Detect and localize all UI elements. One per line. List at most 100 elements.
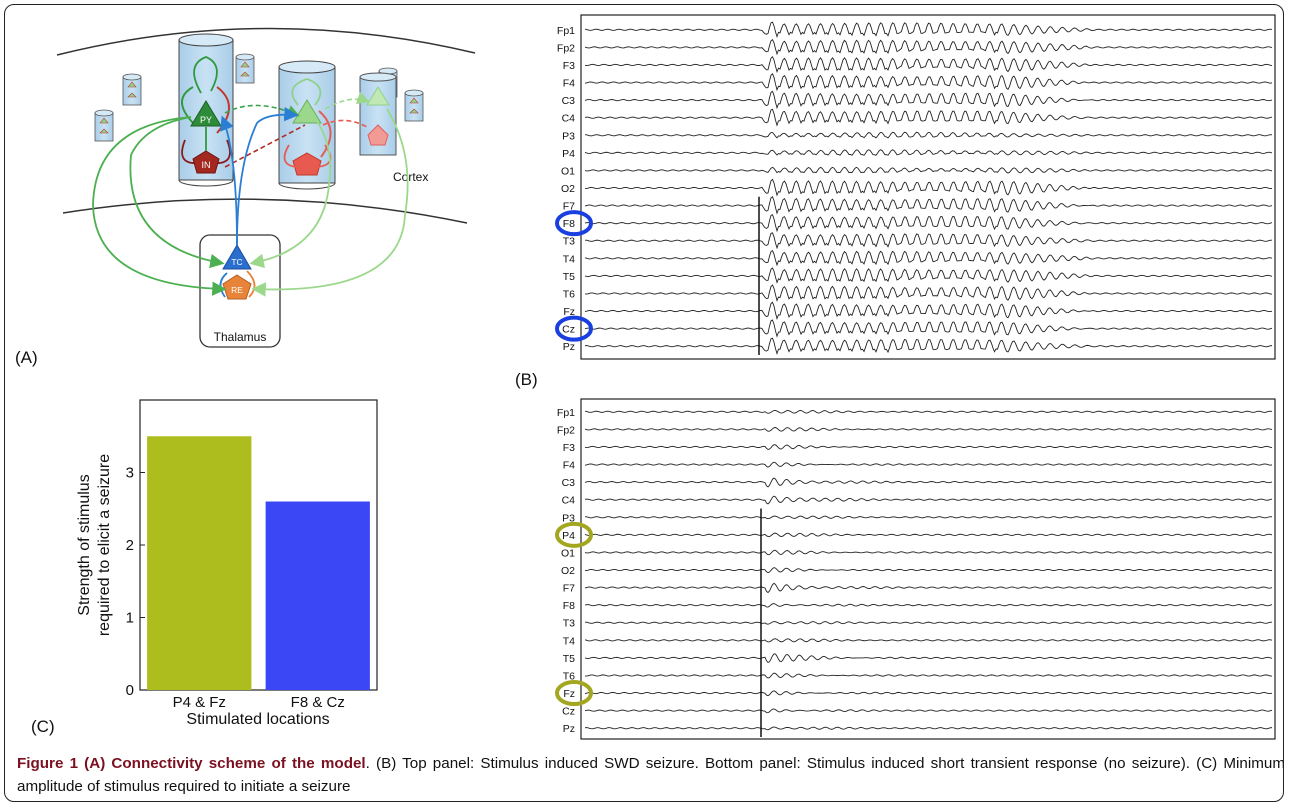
eeg-trace bbox=[584, 726, 1273, 731]
y-tick-label: 3 bbox=[126, 465, 134, 482]
eeg-channel-label: F8 bbox=[563, 600, 575, 612]
cortical-column-2 bbox=[278, 60, 336, 190]
eeg-channel-label: T4 bbox=[563, 635, 575, 647]
eeg-trace bbox=[584, 178, 1273, 197]
tc-label: TC bbox=[231, 257, 242, 267]
py-label: PY bbox=[200, 115, 212, 125]
eeg-trace bbox=[584, 672, 1273, 679]
eeg-trace bbox=[584, 214, 1273, 233]
eeg-trace bbox=[584, 196, 1273, 215]
eeg-trace bbox=[584, 131, 1273, 139]
panel-b-label: (B) bbox=[515, 370, 538, 389]
eeg-trace bbox=[584, 250, 1273, 267]
y-tick-label: 1 bbox=[126, 610, 134, 627]
eeg-channel-label: Fz bbox=[563, 688, 575, 700]
figure-caption: Figure 1 (A) Connectivity scheme of the … bbox=[17, 752, 1284, 798]
eeg-trace bbox=[584, 267, 1273, 284]
small-column bbox=[94, 109, 114, 142]
re-label: RE bbox=[231, 285, 243, 295]
eeg-channel-label: F8 bbox=[563, 218, 575, 230]
small-column bbox=[122, 73, 142, 106]
eeg-channel-label: T3 bbox=[563, 618, 575, 630]
eeg-trace bbox=[584, 90, 1273, 110]
eeg-top-panel: Fp1 Fp2 F3 F4 C3 C4 P3 P4 O1 O2 F7 F8 T3 T4 T5 T6 Fz Cz Pz bbox=[555, 14, 1276, 360]
eeg-channel-label: P3 bbox=[562, 130, 575, 142]
eeg-trace bbox=[584, 444, 1273, 450]
figure-frame: PY IN Thalamus bbox=[4, 4, 1284, 802]
y-axis-label: Strength of stimulus required to elicit a… bbox=[76, 454, 113, 636]
eeg-channel-label: Pz bbox=[563, 723, 575, 735]
eeg-bottom-traces bbox=[584, 410, 1273, 737]
eeg-trace bbox=[584, 495, 1273, 505]
eeg-trace bbox=[584, 38, 1273, 56]
eeg-channel-label: T4 bbox=[563, 253, 575, 265]
eeg-channel-label: Fp1 bbox=[557, 407, 575, 419]
channel-highlight-circle bbox=[555, 521, 593, 548]
eeg-bottom-panel: Fp1 Fp2 F3 F4 C3 C4 P3 P4 O1 O2 F7 F8 T3 T4 T5 T6 Fz Cz Pz bbox=[555, 398, 1276, 740]
y-tick-labels: 0 1 2 3 bbox=[126, 465, 145, 699]
x-tick-label: P4 & Fz bbox=[173, 694, 226, 711]
eeg-channel-label: Fp2 bbox=[557, 424, 575, 436]
y-tick-label: 2 bbox=[126, 537, 134, 554]
eeg-top-traces bbox=[584, 21, 1273, 355]
caption-body: . (B) Top panel: Stimulus induced SWD se… bbox=[17, 755, 1284, 795]
cortex-label: Cortex bbox=[393, 170, 428, 184]
eeg-channel-label: O2 bbox=[561, 565, 575, 577]
in-neuron-icon bbox=[192, 150, 220, 174]
channel-highlight-circle bbox=[555, 315, 593, 342]
in-label: IN bbox=[202, 160, 211, 170]
eeg-channel-label: F7 bbox=[563, 201, 575, 213]
small-column bbox=[404, 89, 424, 122]
tc-neuron-icon bbox=[222, 244, 252, 270]
eeg-channel-label: C3 bbox=[562, 95, 576, 107]
eeg-channel-label: F4 bbox=[563, 460, 575, 472]
eeg-channel-label: Pz bbox=[563, 341, 575, 353]
eeg-trace bbox=[584, 515, 1273, 520]
x-tick-label: F8 & Cz bbox=[291, 694, 345, 711]
panel-a-label: (A) bbox=[15, 348, 38, 367]
eeg-trace bbox=[584, 337, 1273, 355]
cortical-column-1: PY IN bbox=[178, 33, 234, 187]
bar-marks bbox=[147, 436, 370, 690]
eeg-channel-label: C4 bbox=[562, 113, 576, 125]
caption-title: Figure 1 (A) Connectivity scheme of the … bbox=[17, 755, 366, 772]
eeg-trace bbox=[584, 410, 1273, 414]
eeg-trace bbox=[584, 108, 1273, 127]
eeg-channel-label: O1 bbox=[561, 165, 575, 177]
eeg-trace bbox=[584, 477, 1273, 488]
eeg-trace bbox=[584, 73, 1273, 92]
small-column bbox=[235, 53, 255, 84]
eeg-bottom-highlight-circles bbox=[555, 521, 593, 707]
eeg-trace bbox=[584, 319, 1273, 338]
bar-chart: 0 1 2 3 P4 & Fz F8 & Cz Strength of stimulus… bbox=[31, 399, 378, 736]
eeg-top-channel-labels: Fp1 Fp2 F3 F4 C3 C4 P3 P4 O1 O2 F7 F8 T3 T4 T5 T6 Fz Cz Pz bbox=[557, 25, 575, 353]
eeg-channel-label: T5 bbox=[563, 271, 575, 283]
thalamus-box bbox=[199, 234, 281, 348]
eeg-trace bbox=[584, 301, 1273, 321]
bar-0 bbox=[147, 436, 252, 690]
eeg-channel-label: T6 bbox=[563, 288, 575, 300]
x-tick-labels: P4 & Fz F8 & Cz bbox=[173, 694, 345, 711]
eeg-channel-label: T5 bbox=[563, 653, 575, 665]
eeg-trace bbox=[584, 638, 1273, 643]
panel-c-label: (C) bbox=[31, 717, 55, 736]
eeg-channel-label: P3 bbox=[562, 512, 575, 524]
eeg-trace bbox=[584, 690, 1273, 697]
bar-1 bbox=[265, 501, 370, 690]
eeg-channel-label: Fp2 bbox=[557, 42, 575, 54]
eeg-trace bbox=[584, 427, 1273, 432]
eeg-trace bbox=[584, 549, 1273, 556]
eeg-top-highlight-circles bbox=[555, 210, 593, 342]
eeg-channel-label: O2 bbox=[561, 183, 575, 195]
py-neuron-icon bbox=[190, 100, 222, 127]
cortex-bottom-boundary bbox=[62, 198, 468, 224]
eeg-channel-label: P4 bbox=[562, 530, 575, 542]
eeg-trace bbox=[584, 166, 1273, 174]
eeg-trace bbox=[584, 603, 1273, 608]
connectivity-diagram: PY IN Thalamus bbox=[15, 27, 476, 367]
eeg-trace bbox=[584, 653, 1273, 664]
eeg-trace bbox=[584, 21, 1273, 39]
eeg-channel-label: O1 bbox=[561, 547, 575, 559]
eeg-trace bbox=[584, 284, 1273, 302]
eeg-channel-label: P4 bbox=[562, 148, 575, 160]
